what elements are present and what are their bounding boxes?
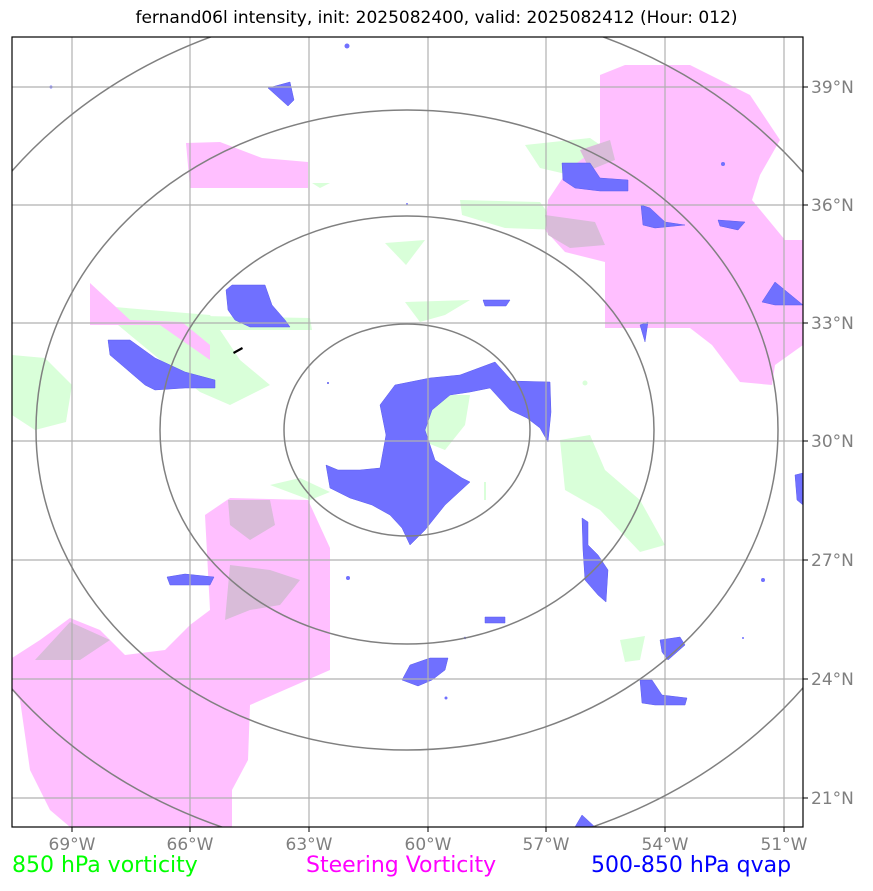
lon-label: 54°W	[642, 835, 689, 855]
lat-label: 39°N	[811, 78, 854, 98]
lat-label: 27°N	[811, 551, 854, 571]
axis-ticks	[71, 86, 808, 832]
lon-label: 51°W	[761, 835, 808, 855]
qvap-contours	[107, 81, 803, 827]
range-ring-1	[283, 323, 531, 537]
vort850-contours	[12, 138, 665, 662]
map-frame	[11, 36, 804, 828]
range-rings	[12, 37, 803, 827]
lon-label: 69°W	[49, 835, 96, 855]
lon-label: 60°W	[405, 835, 452, 855]
lon-label: 63°W	[286, 835, 333, 855]
lon-labels: 69°W 66°W 63°W 60°W 57°W 54°W 51°W	[49, 835, 808, 855]
lon-label: 57°W	[523, 835, 570, 855]
lat-gridlines	[12, 86, 803, 799]
lon-label: 66°W	[167, 835, 214, 855]
lat-label: 30°N	[811, 432, 854, 452]
legend-vort850: 850 hPa vorticity	[12, 853, 198, 878]
range-ring-2	[159, 215, 655, 645]
range-ring-3	[35, 109, 779, 751]
lat-label: 36°N	[811, 196, 854, 216]
lat-labels: 39°N 36°N 33°N 30°N 27°N 24°N 21°N	[811, 78, 854, 809]
lat-label: 33°N	[811, 314, 854, 334]
legend-qvap: 500-850 hPa qvap	[591, 853, 792, 878]
lon-gridlines	[71, 37, 785, 827]
lat-label: 24°N	[811, 670, 854, 690]
chart-title: fernand06l intensity, init: 2025082400, …	[135, 8, 738, 28]
legend-steering-vorticity: Steering Vorticity	[306, 853, 497, 878]
lat-label: 21°N	[811, 789, 854, 809]
